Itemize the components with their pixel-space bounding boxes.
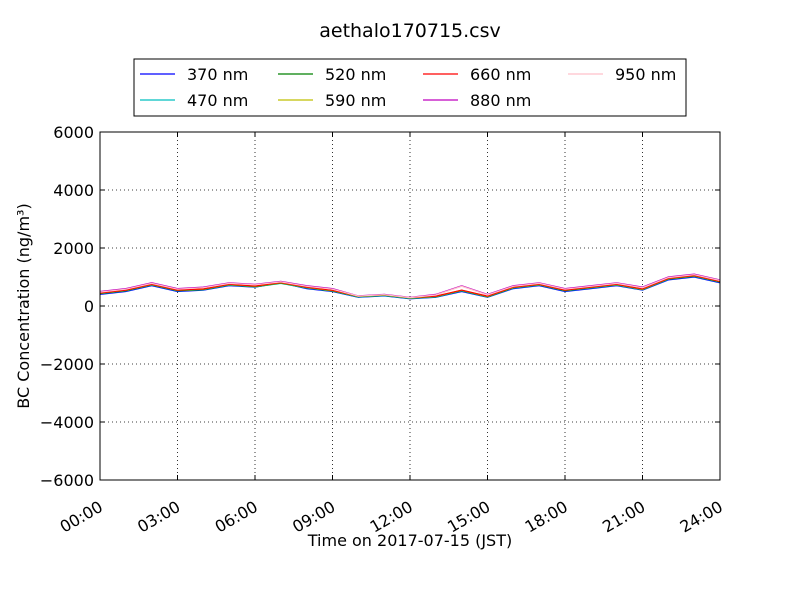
legend-label: 520 nm [325, 65, 386, 84]
plot-area: 00:00 03:00 06:00 09:00 12:00 15:00 18:00 21:00… [40, 123, 726, 537]
y-axis-ticks: 6000 4000 2000 0 −2000 −4000 −6000 [40, 123, 720, 490]
legend-label: 590 nm [325, 91, 386, 110]
legend-label: 470 nm [187, 91, 248, 110]
legend-label: 660 nm [470, 65, 531, 84]
y-tick-label: −4000 [40, 413, 94, 432]
x-tick-label: 24:00 [677, 497, 726, 537]
x-tick-label: 00:00 [57, 497, 106, 537]
y-tick-label: 4000 [53, 181, 94, 200]
y-tick-label: −2000 [40, 355, 94, 374]
y-axis-label: BC Concentration (ng/m³) [14, 203, 33, 408]
x-tick-label: 06:00 [212, 497, 261, 537]
y-tick-label: 2000 [53, 239, 94, 258]
series-layer [99, 273, 721, 300]
y-tick-label: 6000 [53, 123, 94, 142]
x-tick-label: 18:00 [522, 497, 571, 537]
legend-label: 950 nm [615, 65, 676, 84]
series-line-950-nm [99, 274, 721, 299]
legend-label: 370 nm [187, 65, 248, 84]
chart-title: aethalo170715.csv [319, 20, 501, 42]
legend-box [133, 58, 687, 117]
legend-label: 880 nm [470, 91, 531, 110]
x-axis-label: Time on 2017-07-15 (JST) [307, 531, 512, 550]
x-tick-label: 21:00 [599, 497, 648, 537]
y-tick-label: −6000 [40, 471, 94, 490]
chart-legend: 370 nm 470 nm 520 nm 590 nm 660 nm 880 nm 950 … [133, 58, 687, 117]
y-tick-label: 0 [84, 297, 94, 316]
grid-lines [100, 132, 720, 480]
x-tick-label: 03:00 [134, 497, 183, 537]
